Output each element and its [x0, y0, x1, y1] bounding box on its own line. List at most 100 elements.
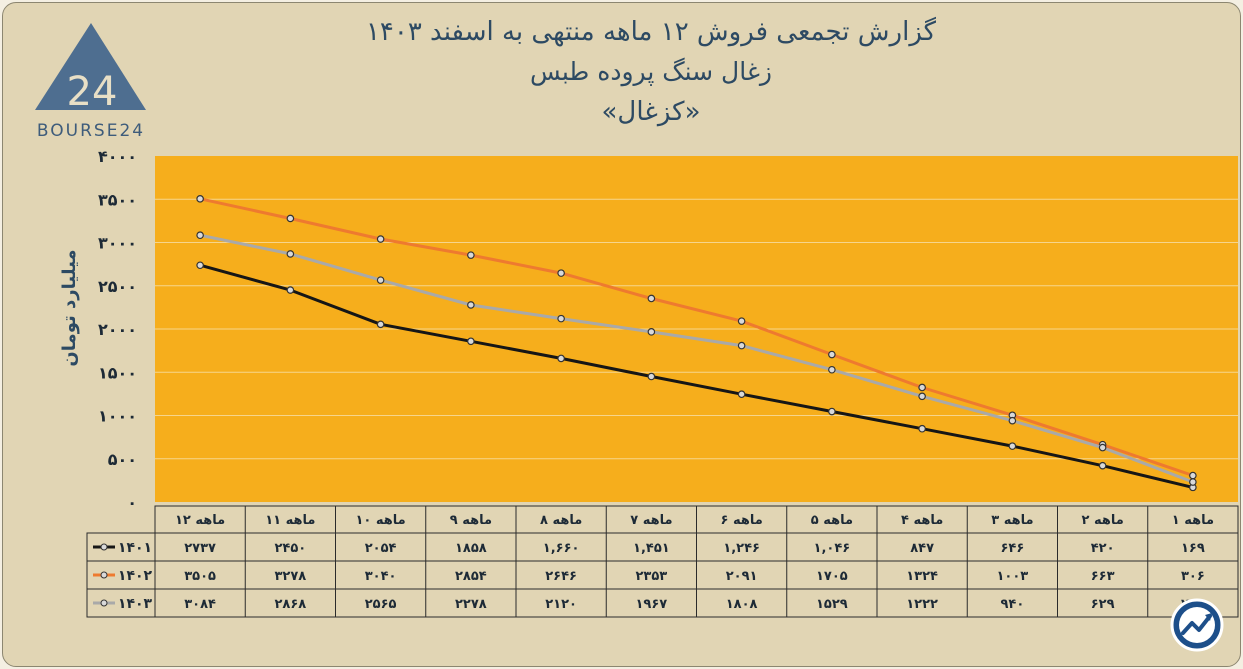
- data-label: ۶۴۶: [1000, 541, 1024, 556]
- category-label: ۱۱ ماهه: [265, 513, 315, 528]
- data-label: ۳۲۷۸: [275, 569, 307, 584]
- data-label: ۲۴۵۰: [275, 541, 307, 556]
- y-tick-label: ۲۵۰۰: [98, 277, 137, 296]
- data-label: ۲۶۴۶: [545, 569, 577, 584]
- data-point: [828, 407, 836, 416]
- data-point: [286, 286, 295, 294]
- data-label: ۱,۶۶۰: [543, 541, 580, 556]
- y-axis-label: میلیارد تومان: [59, 249, 80, 366]
- legend-series-name: ۱۴۰۱: [118, 540, 152, 556]
- data-label: ۲۸۵۴: [455, 569, 487, 584]
- data-point: [828, 365, 836, 374]
- data-label: ۳۰۴۰: [365, 569, 397, 584]
- data-label: ۳۵۰۵: [184, 569, 216, 584]
- series-line-3: [199, 233, 1194, 484]
- data-label: ۱۹۶۷: [636, 597, 668, 612]
- data-label: ۳۰۸۴: [184, 597, 216, 612]
- data-point: [196, 195, 204, 203]
- data-point: [557, 314, 565, 323]
- data-point: [918, 392, 926, 401]
- data-point: [1189, 478, 1197, 486]
- data-label: ۲۳۵۳: [636, 569, 668, 584]
- data-label: ۱۵۲۹: [816, 597, 848, 612]
- category-label: ۸ ماهه: [540, 513, 582, 528]
- data-point: [1189, 471, 1197, 480]
- y-tick-label: ۳۵۰۰: [98, 190, 137, 209]
- data-label: ۱۸۵۸: [455, 541, 487, 556]
- data-label: ۲۲۷۸: [455, 597, 487, 612]
- data-label: ۸۴۷: [910, 541, 934, 556]
- data-point: [467, 337, 475, 346]
- data-point: [918, 424, 926, 433]
- data-label: ۲۰۵۴: [365, 541, 397, 556]
- category-label: ۷ ماهه: [630, 513, 672, 528]
- y-tick-label: ۲۰۰۰: [98, 320, 137, 339]
- y-tick-label: ۴۰۰۰: [98, 147, 137, 166]
- category-label: ۴ ماهه: [901, 513, 943, 528]
- data-point: [376, 235, 385, 243]
- trend-chart-icon: [1170, 598, 1224, 652]
- category-label: ۱۰ ماهه: [356, 513, 406, 528]
- category-label: ۹ ماهه: [450, 513, 492, 528]
- data-point: [557, 269, 565, 277]
- chart-svg: گزارش تجمعی فروش ۱۲ ماهه منتهی به اسفند …: [35, 16, 1239, 652]
- data-label: ۲۱۲۰: [545, 597, 577, 612]
- data-point: [737, 341, 746, 350]
- series-line-2: [199, 197, 1194, 477]
- series-lines: [196, 195, 1197, 492]
- data-point: [196, 231, 204, 240]
- data-point: [286, 250, 295, 258]
- chart-subtitle: زغال سنگ پروده طبس: [530, 57, 772, 87]
- data-point: [737, 390, 746, 399]
- data-point: [1008, 442, 1017, 450]
- data-label: ۱,۲۴۶: [723, 541, 760, 556]
- data-label: ۶۶۳: [1091, 569, 1115, 584]
- y-tick-label: ۱۵۰۰: [98, 363, 137, 382]
- legend-series-name: ۱۴۰۳: [118, 596, 153, 612]
- data-point: [647, 294, 656, 303]
- category-label: ۳ ماهه: [991, 513, 1033, 528]
- data-label: ۱۲۲۲: [906, 597, 938, 612]
- data-point: [376, 276, 385, 284]
- data-label: ۲۷۳۷: [184, 541, 216, 556]
- category-label: ۶ ماهه: [720, 513, 762, 528]
- logo-triangle: [35, 23, 146, 110]
- series-line-1: [199, 263, 1194, 489]
- y-axis-ticks: ۰ ۵۰۰ ۱۰۰۰ ۱۵۰۰ ۲۰۰۰ ۲۵۰۰ ۳۰۰۰ ۳۵۰۰ ۴۰۰۰: [98, 147, 137, 512]
- data-label: ۳۰۶: [1181, 569, 1205, 584]
- data-label: ۱۳۲۴: [906, 569, 938, 584]
- data-point: [196, 261, 204, 270]
- data-point: [828, 350, 836, 359]
- data-point: [1098, 443, 1107, 452]
- data-table: ۱ ماهه ۲ ماهه ۳ ماهه ۴ ماهه ۵ ماهه ۶ ماهه ۷ ما…: [86, 505, 1239, 618]
- data-point: [647, 328, 656, 336]
- data-label: ۱۰۰۳: [997, 569, 1029, 584]
- chart-subtitle-ticker: «کزغال»: [602, 97, 701, 127]
- legend-series-name: ۱۴۰۲: [118, 568, 153, 584]
- data-label: ۶۲۹: [1091, 597, 1115, 612]
- y-tick-label: ۱۰۰۰: [98, 407, 137, 426]
- logo-mark: 24: [67, 69, 118, 115]
- category-label: ۲ ماهه: [1081, 513, 1123, 528]
- data-point: [737, 317, 746, 325]
- data-label: ۲۰۹۱: [726, 569, 758, 584]
- data-point: [376, 320, 385, 329]
- data-label: ۱,۴۵۱: [633, 541, 670, 556]
- data-point: [918, 383, 926, 392]
- data-label: ۴۲۰: [1091, 541, 1115, 556]
- data-label: ۱,۰۴۶: [814, 541, 851, 556]
- category-label: ۱ ماهه: [1172, 513, 1214, 528]
- y-tick-label: ۳۰۰۰: [98, 234, 137, 253]
- legend-key-marker: [100, 599, 108, 607]
- data-point: [1098, 461, 1107, 470]
- data-point: [467, 301, 475, 309]
- grid-lines: [155, 198, 1238, 460]
- data-point: [1008, 416, 1017, 425]
- data-label: ۹۴۰: [1000, 597, 1024, 612]
- data-point: [647, 372, 656, 381]
- data-label: ۱۶۹: [1181, 541, 1205, 556]
- legend-key-marker: [100, 571, 108, 579]
- data-label: ۱۷۰۵: [816, 569, 848, 584]
- category-label: ۱۲ ماهه: [175, 513, 225, 528]
